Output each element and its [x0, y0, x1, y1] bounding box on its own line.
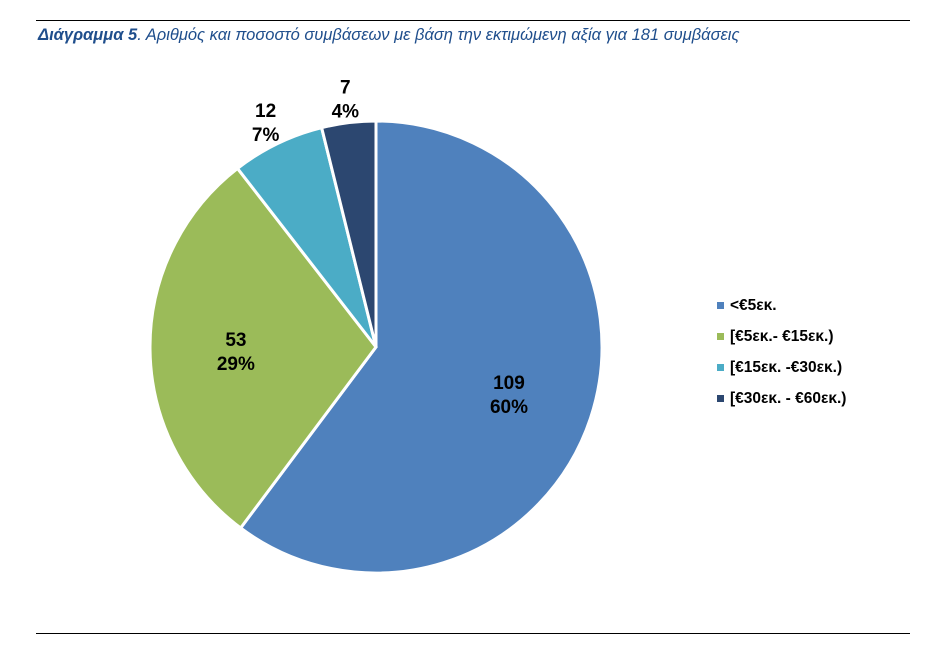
caption-text: . Αριθμός και ποσοστό συμβάσεων με βάση …: [137, 26, 740, 44]
caption-lead: Διάγραμμα 5: [38, 26, 138, 44]
slice-value-label: 12: [255, 101, 276, 122]
top-rule: [36, 20, 910, 21]
slice-value-label: 53: [225, 330, 246, 351]
legend-swatch: [717, 395, 724, 402]
legend-item: [€30εκ. - €60εκ.): [717, 383, 846, 414]
pie-slice: [238, 119, 604, 575]
slice-percent-label: 7%: [252, 125, 280, 146]
pie-data-labels: 109 60% 53 29% 12 7% 7 4%: [217, 78, 528, 418]
legend-label: [€15εκ. -€30εκ.): [730, 358, 843, 376]
legend-label: <€5εκ.: [730, 296, 777, 314]
legend-swatch: [717, 333, 724, 340]
slice-value-label: 109: [493, 373, 525, 394]
legend-label: [€5εκ.- €15εκ.): [730, 327, 834, 345]
legend-item: <€5εκ.: [717, 290, 846, 321]
legend-swatch: [717, 302, 724, 309]
legend-label: [€30εκ. - €60εκ.): [730, 389, 847, 407]
slice-value-label: 7: [340, 78, 351, 99]
pie-slice: [148, 166, 378, 531]
pie-slices: [148, 119, 604, 575]
slice-percent-label: 29%: [217, 354, 255, 375]
legend-swatch: [717, 364, 724, 371]
legend-item: [€5εκ.- €15εκ.): [717, 321, 846, 352]
chart-legend: <€5εκ. [€5εκ.- €15εκ.) [€15εκ. -€30εκ.) [€3…: [717, 290, 846, 414]
legend-item: [€15εκ. -€30εκ.): [717, 352, 846, 383]
bottom-rule: [36, 633, 910, 634]
slice-percent-label: 60%: [490, 397, 528, 418]
pie-slice: [319, 119, 378, 348]
figure-caption: Διάγραμμα 5. Αριθμός και ποσοστό συμβάσε…: [38, 26, 739, 45]
slice-percent-label: 4%: [332, 102, 360, 123]
